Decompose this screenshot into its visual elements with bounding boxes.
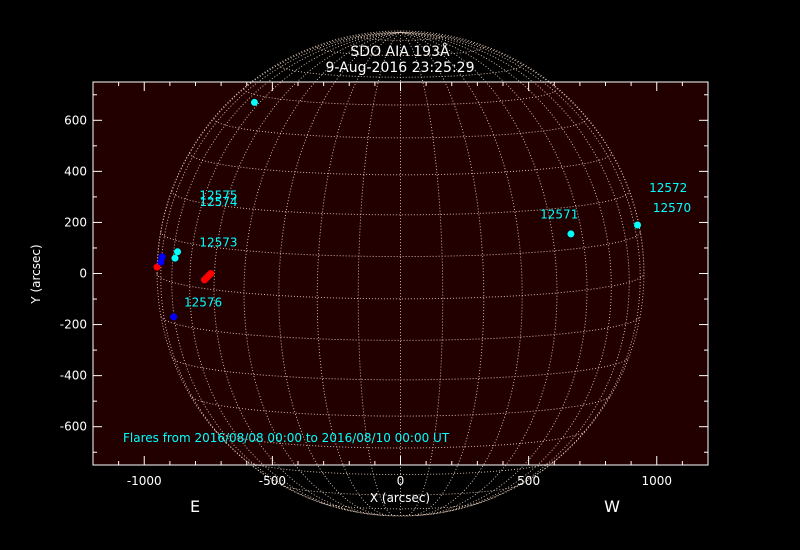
flare-point-cyan [567, 230, 575, 238]
grid-longitude-line [160, 31, 401, 481]
grid-latitude-line [245, 460, 556, 476]
y-axis-label: Y (arcsec) [29, 244, 43, 304]
active-region-label: 12572 [649, 181, 687, 195]
x-tick-label: -500 [259, 474, 286, 488]
west-label: W [604, 497, 620, 516]
flare-point-cyan [174, 248, 182, 256]
grid-longitude-line [400, 31, 641, 481]
flare-time-range-caption: Flares from 2016/08/08 00:00 to 2016/08/… [123, 431, 450, 445]
grid-latitude-line [160, 231, 641, 258]
flare-point-red [153, 263, 161, 271]
x-tick-label: 500 [517, 474, 540, 488]
y-tick-label: -400 [60, 369, 87, 383]
chart-subtitle: 9-Aug-2016 23:25:29 [326, 60, 475, 76]
active-region-label: 12570 [653, 201, 691, 215]
flare-point-blue [157, 258, 165, 266]
grid-latitude-line [189, 395, 612, 417]
x-tick-label: -1000 [127, 474, 162, 488]
y-tick-label: 600 [64, 113, 87, 127]
y-tick-label: 400 [64, 164, 87, 178]
axis-ticks: -1000 -500 0 500 1000 -600 -400 -200 0 200 400 600 [60, 82, 709, 488]
flare-point-cyan [250, 98, 258, 106]
heliographic-grid [156, 30, 645, 517]
x-axis-label: X (arcsec) [370, 491, 430, 505]
grid-longitude-line [189, 31, 401, 513]
grid-latitude-line [156, 273, 645, 300]
grid-latitude-line [316, 46, 485, 56]
y-tick-label: 200 [64, 215, 87, 229]
flare-point-red [207, 270, 215, 277]
chart-title: SDO AIA 193Å [350, 43, 450, 60]
east-label: E [190, 497, 200, 516]
grid-latitude-line [281, 484, 520, 496]
solar-limb [156, 30, 645, 517]
grid-latitude-line [171, 357, 630, 381]
x-tick-label: 1000 [641, 474, 672, 488]
active-region-label: 12575 [199, 188, 237, 202]
x-tick-label: 0 [397, 474, 405, 488]
flare-markers [153, 98, 642, 321]
grid-longitude-line [400, 31, 558, 516]
flare-point-blue [170, 313, 178, 321]
active-region-label: 12573 [199, 236, 237, 250]
grid-longitude-line [316, 31, 401, 517]
grid-longitude-line [400, 31, 612, 513]
y-tick-label: -600 [60, 420, 87, 434]
y-tick-label: 0 [79, 267, 87, 281]
flare-point-cyan [634, 221, 642, 229]
flare-point-cyan [171, 254, 179, 262]
grid-longitude-line [400, 31, 485, 517]
active-region-label: 12576 [184, 296, 222, 310]
active-region-label: 12574 [199, 195, 237, 209]
active-region-label: 12571 [540, 208, 578, 222]
grid-longitude-line [156, 31, 401, 274]
y-tick-label: -200 [60, 318, 87, 332]
grid-latitude-line [214, 430, 587, 449]
grid-longitude-line [243, 31, 401, 516]
